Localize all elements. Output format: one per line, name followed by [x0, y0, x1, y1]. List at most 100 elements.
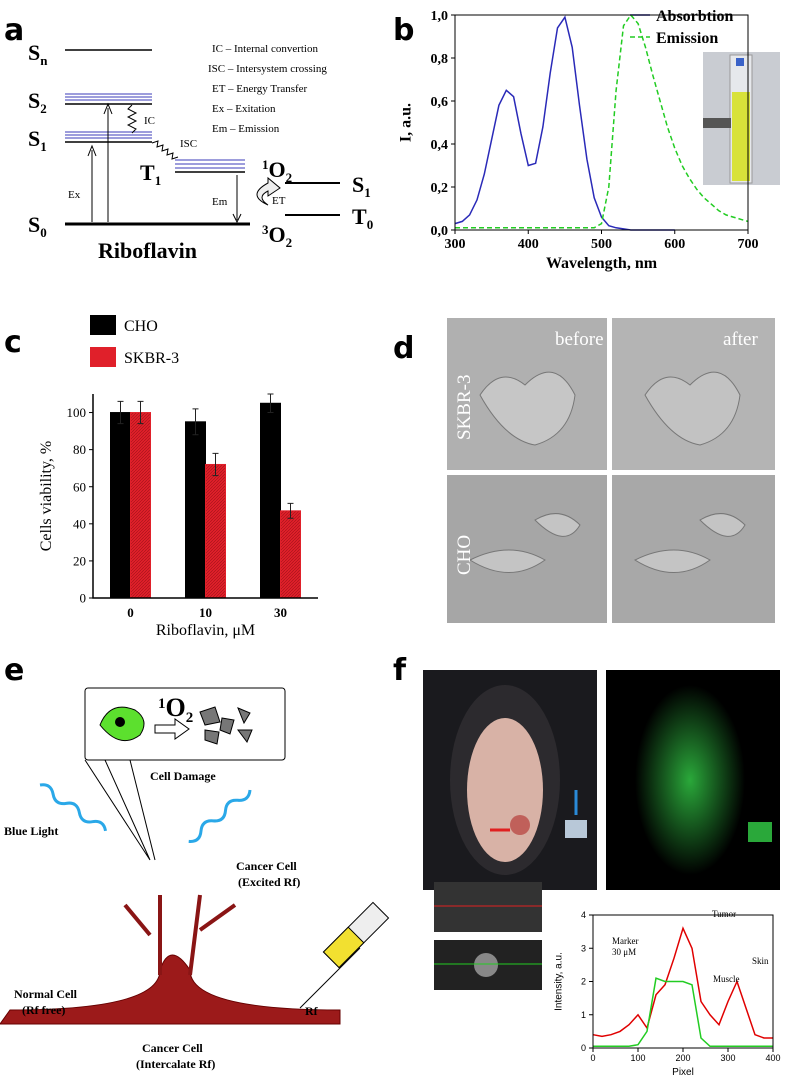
level-label: S1: [352, 172, 371, 200]
annotation: 30 μM: [612, 947, 636, 957]
photos: [423, 670, 780, 990]
shape: [151, 140, 179, 160]
shape: [434, 882, 542, 932]
jablonski: [65, 49, 340, 226]
column-label: before: [555, 329, 604, 350]
y-axis-label: Intensity, a.u.: [554, 952, 565, 1011]
bar: [205, 463, 226, 599]
y-axis-label: Cells viability, %: [38, 441, 55, 552]
shape: [84, 759, 156, 861]
legend-swatch: [90, 347, 116, 367]
annotation: Muscle: [713, 974, 740, 984]
error-bar: [267, 393, 274, 414]
shape: [154, 718, 190, 740]
level-index: 0: [367, 217, 374, 232]
transition-label: ISC: [180, 138, 197, 150]
level-index: 1: [40, 139, 47, 154]
panel-label: c: [4, 325, 22, 360]
legend-text: Ex – Exitation: [212, 103, 276, 115]
bar: [130, 412, 151, 599]
level-symbol: T: [352, 204, 367, 229]
x-tick-label: 500: [591, 237, 612, 252]
oxygen-pre: 1: [262, 157, 269, 172]
micrographs: [447, 318, 775, 623]
shape: [87, 144, 97, 222]
cell-label: Cancer Cell: [236, 859, 297, 873]
scheme: [0, 687, 390, 1025]
legend-text: ISC – Intersystem crossing: [208, 63, 327, 75]
x-tick-label: 300: [720, 1053, 735, 1063]
panel-label: d: [393, 331, 414, 366]
shape: [732, 92, 750, 181]
y-tick-label: 40: [73, 516, 86, 531]
shape: [39, 783, 108, 832]
shape: [447, 475, 607, 623]
formula: 1O2: [158, 693, 193, 726]
y-tick-label: 80: [73, 442, 86, 457]
shape: [467, 718, 543, 862]
legend-label: Emission: [656, 30, 718, 47]
x-axis-label: Wavelength, nm: [546, 255, 658, 272]
x-tick-label: 10: [199, 605, 212, 620]
shape: [232, 175, 242, 224]
formula-symbol: O: [166, 693, 186, 722]
shape: [188, 789, 252, 843]
transition-label: Ex: [68, 189, 81, 201]
legend-text: Em – Emission: [212, 123, 280, 135]
level-symbol: S: [352, 172, 364, 197]
level-label: Sn: [28, 40, 48, 68]
panel-label: b: [393, 13, 414, 48]
level-symbol: S: [28, 88, 40, 113]
bar: [185, 421, 206, 599]
shape: [126, 104, 138, 134]
error-bar: [137, 400, 144, 425]
level-label: S0: [28, 212, 47, 240]
y-tick-label: 20: [73, 553, 86, 568]
level-symbol: T: [140, 160, 155, 185]
oxygen-symbol: O: [269, 157, 286, 182]
shape: [256, 176, 281, 206]
row-label: CHO: [454, 535, 475, 575]
shape: [635, 685, 745, 875]
series-line: [455, 13, 749, 229]
level-symbol: S: [28, 40, 40, 65]
x-tick-label: 30: [274, 605, 287, 620]
column-label: after: [723, 329, 758, 350]
shape: [748, 822, 772, 842]
y-tick-label: 0,2: [431, 181, 449, 196]
level-label: S2: [28, 88, 47, 116]
level-index: n: [40, 53, 48, 68]
cell-label: Normal Cell: [14, 987, 78, 1001]
y-tick-label: 0,4: [431, 138, 449, 153]
y-tick-label: 3: [581, 943, 586, 953]
level-index: 1: [155, 173, 162, 188]
y-tick-label: 0: [80, 591, 87, 606]
shape: [644, 371, 741, 446]
transition-label: ET: [272, 195, 286, 207]
oxygen-index: 2: [286, 235, 293, 250]
plot-frame: [454, 14, 749, 231]
shape: [115, 717, 125, 727]
panel-label: f: [393, 653, 407, 688]
cell-label: (Excited Rf): [238, 875, 300, 889]
x-tick-label: 300: [445, 237, 466, 252]
x-tick-label: 0: [127, 605, 134, 620]
shape: [474, 953, 498, 977]
panel-label: e: [4, 653, 24, 688]
error-bar: [117, 400, 124, 425]
x-tick-label: 700: [738, 237, 759, 252]
error-bar: [192, 408, 199, 436]
legend-swatch: [90, 315, 116, 335]
series-line: [592, 926, 773, 1039]
cuvette-photo: [703, 52, 780, 185]
shape: [612, 475, 775, 623]
shape: [123, 894, 237, 976]
cell-label: (Rf free): [22, 1003, 65, 1017]
annotation: Skin: [752, 956, 769, 966]
level-symbol: S: [28, 126, 40, 151]
y-tick-label: 0,8: [431, 52, 449, 67]
axes: [92, 394, 318, 599]
oxygen-label: 1O2: [262, 157, 292, 185]
transition-label: IC: [144, 115, 155, 127]
shape: [468, 513, 581, 573]
